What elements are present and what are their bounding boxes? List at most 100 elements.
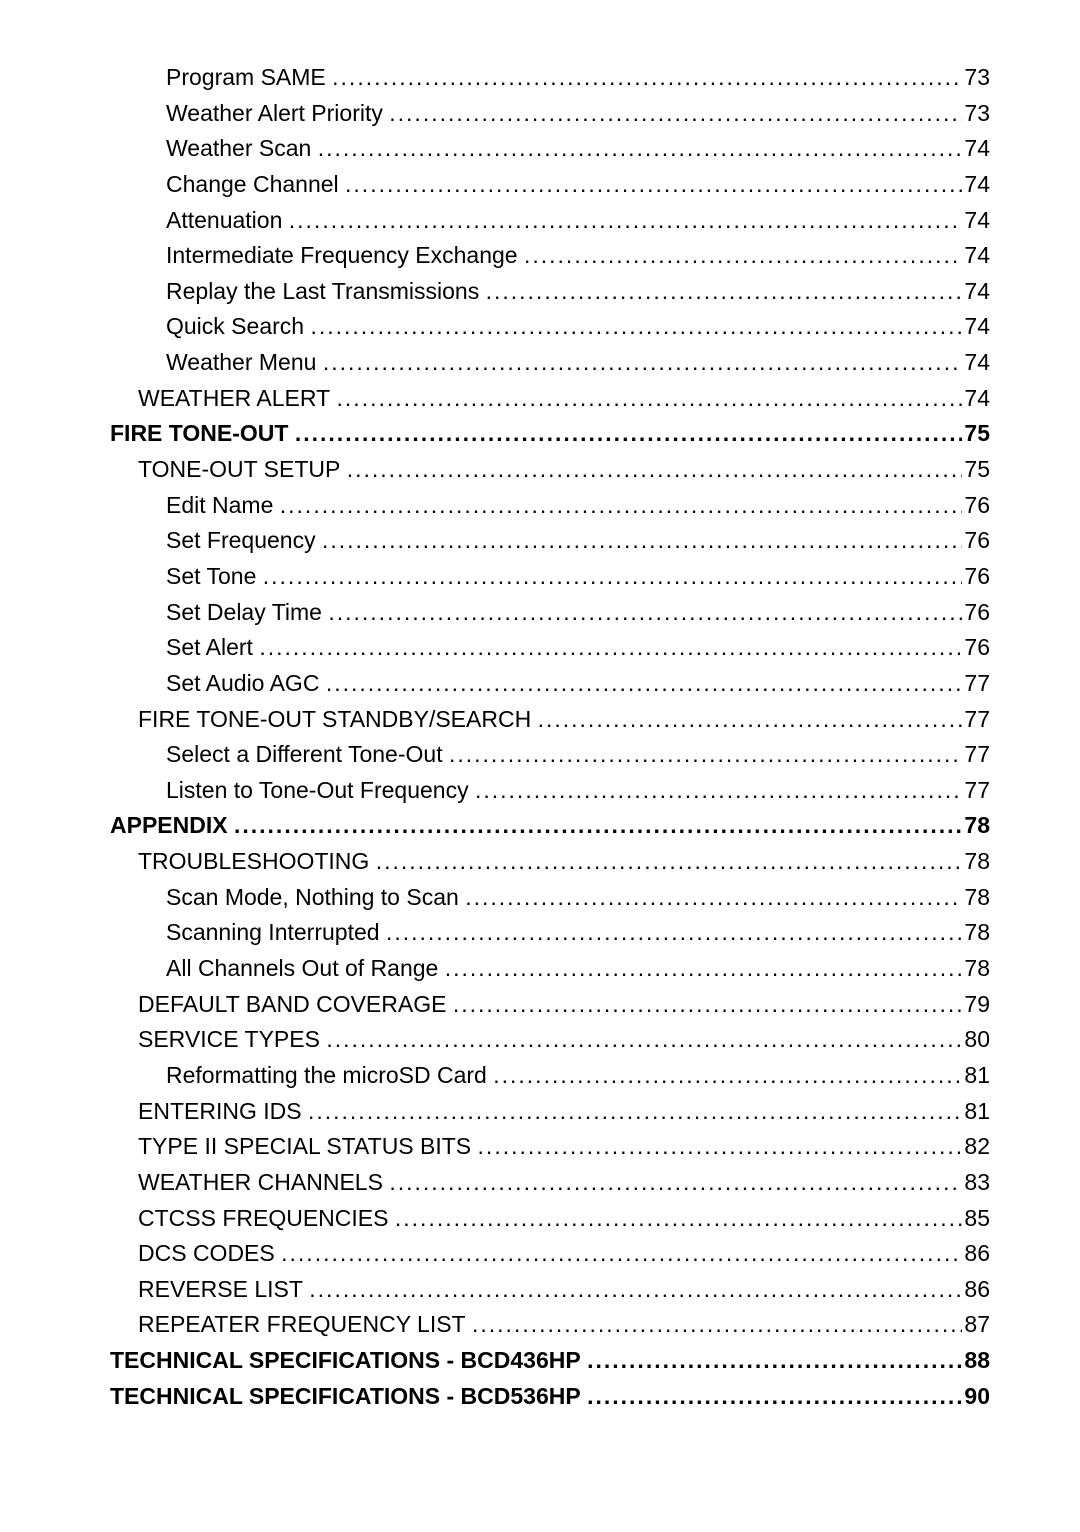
toc-leader-dots [465,880,962,916]
toc-page-number: 80 [962,1022,990,1058]
toc-title: Intermediate Frequency Exchange [166,238,524,274]
toc-title: Listen to Tone-Out Frequency [166,773,475,809]
toc-row: Reformatting the microSD Card 81 [110,1058,990,1094]
toc-row: Quick Search 74 [110,309,990,345]
toc-title: TONE-OUT SETUP [138,452,347,488]
toc-leader-dots [449,737,962,773]
toc-leader-dots [389,96,962,132]
toc-title: Set Audio AGC [166,666,326,702]
toc-title: Set Alert [166,630,259,666]
toc-row: Listen to Tone-Out Frequency 77 [110,773,990,809]
toc-leader-dots [328,595,962,631]
toc-row: WEATHER ALERT 74 [110,381,990,417]
toc-row: Attenuation 74 [110,203,990,239]
toc-leader-dots [308,1094,962,1130]
toc-title: Scanning Interrupted [166,915,386,951]
toc-leader-dots [478,1129,963,1165]
toc-row: APPENDIX 78 [110,808,990,844]
toc-leader-dots [332,60,962,96]
toc-page-number: 76 [962,595,990,631]
toc-page-number: 78 [962,844,990,880]
toc-leader-dots [538,702,963,738]
toc-row: TONE-OUT SETUP 75 [110,452,990,488]
toc-page-number: 73 [962,96,990,132]
toc-leader-dots [263,559,963,595]
toc-title: DCS CODES [138,1236,281,1272]
toc-leader-dots [280,488,963,524]
toc-row: TROUBLESHOOTING 78 [110,844,990,880]
toc-title: Program SAME [166,60,332,96]
toc-title: TYPE II SPECIAL STATUS BITS [138,1129,478,1165]
toc-page-number: 73 [962,60,990,96]
toc-title: APPENDIX [110,808,234,844]
toc-page-number: 88 [962,1343,990,1379]
toc-page-number: 78 [962,880,990,916]
toc-title: Set Tone [166,559,263,595]
toc-page-number: 74 [962,203,990,239]
toc-row: All Channels Out of Range 78 [110,951,990,987]
toc-title: ENTERING IDS [138,1094,308,1130]
toc-title: FIRE TONE-OUT [110,416,295,452]
toc-row: TYPE II SPECIAL STATUS BITS 82 [110,1129,990,1165]
toc-title: Weather Scan [166,131,318,167]
toc-leader-dots [472,1307,962,1343]
toc-page-number: 77 [962,737,990,773]
toc-leader-dots [486,274,963,310]
toc-title: CTCSS FREQUENCIES [138,1201,395,1237]
toc-page-number: 77 [962,666,990,702]
toc-row: Set Frequency 76 [110,523,990,559]
toc-row: Scan Mode, Nothing to Scan 78 [110,880,990,916]
toc-row: ENTERING IDS 81 [110,1094,990,1130]
toc-page-number: 85 [962,1201,990,1237]
toc-leader-dots [345,167,962,203]
toc-row: Set Delay Time 76 [110,595,990,631]
toc-page-number: 76 [962,488,990,524]
toc-leader-dots [587,1343,962,1379]
toc-title: Weather Menu [166,345,323,381]
toc-row: REPEATER FREQUENCY LIST 87 [110,1307,990,1343]
toc-title: WEATHER CHANNELS [138,1165,389,1201]
toc-page-number: 78 [962,951,990,987]
toc-page-number: 74 [962,238,990,274]
toc-leader-dots [524,238,962,274]
toc-leader-dots [323,345,963,381]
toc-row: Set Tone 76 [110,559,990,595]
toc-row: TECHNICAL SPECIFICATIONS - BCD436HP 88 [110,1343,990,1379]
toc-leader-dots [395,1201,963,1237]
toc-row: REVERSE LIST 86 [110,1272,990,1308]
toc-page-number: 75 [962,452,990,488]
toc-page-number: 76 [962,523,990,559]
toc-title: WEATHER ALERT [138,381,337,417]
toc-leader-dots [295,416,963,452]
toc-page-number: 77 [962,773,990,809]
toc-row: Weather Menu 74 [110,345,990,381]
toc-title: Scan Mode, Nothing to Scan [166,880,465,916]
toc-page-number: 75 [962,416,990,452]
toc-page-number: 74 [962,131,990,167]
toc-title: Set Frequency [166,523,322,559]
toc-row: Scanning Interrupted 78 [110,915,990,951]
toc-page-number: 74 [962,345,990,381]
toc-page-number: 86 [962,1272,990,1308]
toc-title: Set Delay Time [166,595,328,631]
toc-page-number: 87 [962,1307,990,1343]
toc-row: Weather Scan 74 [110,131,990,167]
toc-leader-dots [587,1379,962,1415]
toc-page-number: 82 [962,1129,990,1165]
toc-leader-dots [259,630,962,666]
toc-leader-dots [453,987,963,1023]
toc-page-number: 74 [962,274,990,310]
toc-title: All Channels Out of Range [166,951,445,987]
toc-row: WEATHER CHANNELS 83 [110,1165,990,1201]
toc-page-number: 74 [962,309,990,345]
toc-title: REPEATER FREQUENCY LIST [138,1307,472,1343]
toc-page-number: 74 [962,167,990,203]
toc-title: Reformatting the microSD Card [166,1058,493,1094]
toc-row: DEFAULT BAND COVERAGE 79 [110,987,990,1023]
toc-leader-dots [376,844,963,880]
toc-title: FIRE TONE-OUT STANDBY/SEARCH [138,702,538,738]
toc-leader-dots [289,203,963,239]
toc-leader-dots [322,523,962,559]
toc-leader-dots [318,131,963,167]
toc-leader-dots [326,1022,962,1058]
